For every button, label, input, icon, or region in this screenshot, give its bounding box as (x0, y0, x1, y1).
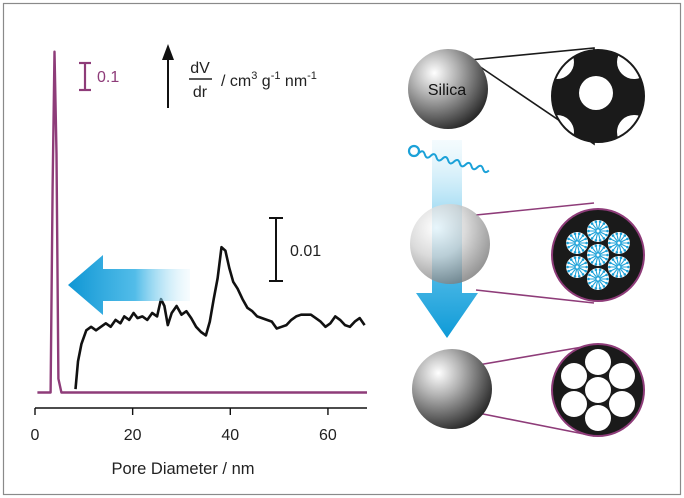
pore-cross-section-mid (551, 208, 645, 302)
y-axis-label: dV dr / cm3 g-1 nm-1 (189, 60, 317, 101)
micelle (566, 232, 589, 254)
x-tick-label: 60 (319, 427, 337, 444)
x-ticks: 0 20 40 60 (31, 408, 337, 444)
zoom-line-bot-lower (477, 412, 595, 437)
decrease-arrow (68, 255, 190, 315)
pore-cross-section-bottom (551, 343, 645, 437)
silica-particle-templated (410, 202, 645, 304)
micelle (587, 220, 609, 242)
ylabel-units: / cm3 g-1 nm-1 (221, 70, 317, 90)
purple-scale-bar (79, 61, 91, 92)
ylabel-numerator: dV (190, 60, 210, 77)
series-line-1 (74, 245, 366, 390)
micelle-pores (566, 220, 630, 290)
ylabel-denominator: dr (193, 84, 208, 101)
micelle (587, 268, 609, 290)
micelle (607, 232, 630, 254)
silica-particle-extracted (412, 343, 645, 437)
black-scale-bar (269, 217, 283, 282)
micelle (566, 256, 589, 278)
micelle (607, 256, 630, 278)
silica-sphere-top (408, 49, 488, 129)
micelle (587, 244, 609, 266)
pore-size-chart: 0 20 40 60 Pore Diameter / nm 0.1 dV dr / c… (31, 44, 367, 478)
series-layer (37, 50, 367, 394)
zoom-line-mid-lower (475, 289, 595, 304)
surfactant-molecule-icon (407, 144, 490, 174)
zoom-line-mid-upper (475, 202, 595, 216)
silica-particle-empty: Silica (408, 47, 645, 146)
pore-filling-schematic: Silica (407, 47, 645, 437)
silica-sphere-bottom (412, 349, 492, 429)
silica-label: Silica (428, 82, 466, 99)
silica-sphere-mid (410, 204, 490, 284)
series-line-0 (37, 50, 367, 394)
x-axis-label: Pore Diameter / nm (111, 460, 254, 478)
x-tick-label: 0 (31, 427, 40, 444)
y-axis-arrow (162, 44, 174, 108)
x-tick-label: 40 (221, 427, 239, 444)
purple-scale-label: 0.1 (97, 69, 119, 86)
x-tick-label: 20 (124, 427, 142, 444)
black-scale-label: 0.01 (290, 243, 321, 260)
zoom-line-bot-upper (477, 344, 595, 366)
